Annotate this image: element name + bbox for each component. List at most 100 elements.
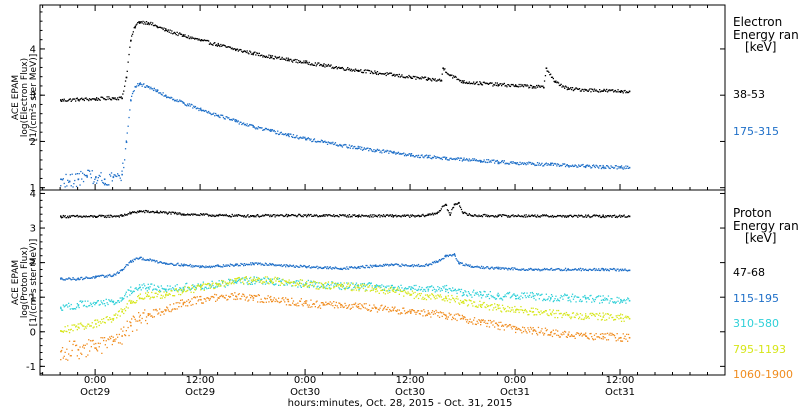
data-point [256, 214, 258, 216]
data-point [501, 324, 504, 326]
data-point [142, 210, 144, 213]
data-point [205, 300, 207, 302]
data-point [138, 21, 140, 23]
data-point [216, 45, 218, 47]
data-point [377, 73, 379, 76]
data-point [140, 297, 142, 300]
data-point [610, 215, 612, 217]
data-point [397, 289, 400, 291]
data-point [131, 291, 134, 293]
data-point [322, 267, 325, 269]
data-point [584, 294, 586, 297]
data-point [341, 66, 344, 69]
data-point [83, 277, 85, 280]
data-point [521, 309, 523, 311]
data-point [511, 267, 513, 269]
data-point [580, 332, 582, 334]
data-point [313, 138, 316, 140]
data-point [378, 285, 380, 287]
data-point [334, 142, 337, 144]
data-point [564, 293, 566, 295]
data-point [214, 215, 216, 218]
data-point [381, 304, 383, 306]
data-point [436, 80, 438, 82]
data-point [109, 300, 111, 302]
data-point [260, 298, 262, 300]
data-point [513, 267, 515, 269]
data-point [62, 304, 64, 306]
data-point [250, 297, 252, 299]
data-point [210, 265, 212, 267]
data-point [361, 71, 363, 73]
data-point [533, 87, 535, 89]
data-point [590, 269, 592, 271]
data-point [82, 344, 85, 346]
data-point [234, 120, 236, 122]
data-point [79, 98, 81, 101]
data-point [240, 282, 242, 284]
data-point [193, 265, 195, 267]
data-point [284, 58, 286, 60]
data-point [134, 85, 137, 88]
data-point [208, 297, 210, 300]
data-point [133, 211, 135, 213]
data-point [254, 262, 256, 264]
data-point [65, 358, 67, 360]
data-point [294, 266, 296, 268]
data-point [608, 167, 610, 169]
data-point [509, 268, 512, 271]
data-point [335, 66, 337, 68]
data-point [234, 214, 236, 216]
data-point [122, 93, 124, 95]
data-point [396, 289, 398, 292]
data-point [390, 215, 393, 218]
data-point [117, 314, 119, 316]
data-point [536, 269, 539, 271]
data-point [134, 211, 136, 214]
data-point [599, 269, 602, 272]
data-point [236, 280, 239, 283]
data-point [505, 310, 507, 313]
data-point [384, 263, 386, 265]
data-point [136, 329, 138, 331]
data-point [251, 295, 253, 297]
data-point [405, 264, 407, 266]
data-point [540, 269, 542, 271]
data-point [137, 320, 139, 322]
data-point [73, 340, 75, 342]
data-point [242, 122, 244, 125]
y-tick-label: 3 [30, 224, 36, 235]
data-point [515, 331, 517, 334]
data-point [233, 283, 235, 285]
data-point [505, 214, 507, 217]
data-point [326, 215, 329, 217]
data-point [453, 253, 456, 255]
data-point [608, 89, 610, 91]
data-point [578, 88, 580, 90]
data-point [610, 268, 612, 270]
data-point [157, 285, 159, 287]
data-point [155, 308, 157, 311]
data-point [485, 306, 487, 309]
data-point [193, 285, 195, 288]
data-point [455, 258, 457, 260]
data-point [257, 277, 260, 279]
data-point [579, 215, 582, 217]
data-point [155, 292, 157, 294]
data-point [515, 298, 518, 300]
data-point [431, 261, 434, 263]
data-point [175, 302, 177, 304]
data-point [201, 302, 203, 304]
data-point [258, 52, 260, 54]
data-point [357, 215, 360, 217]
data-point [409, 286, 411, 288]
data-point [530, 328, 533, 330]
data-point [410, 286, 413, 288]
data-point [278, 280, 280, 283]
data-point [192, 266, 194, 268]
data-point [584, 88, 586, 90]
data-point [591, 269, 593, 271]
data-point [420, 78, 422, 80]
data-point [462, 212, 465, 215]
data-point [119, 315, 121, 317]
